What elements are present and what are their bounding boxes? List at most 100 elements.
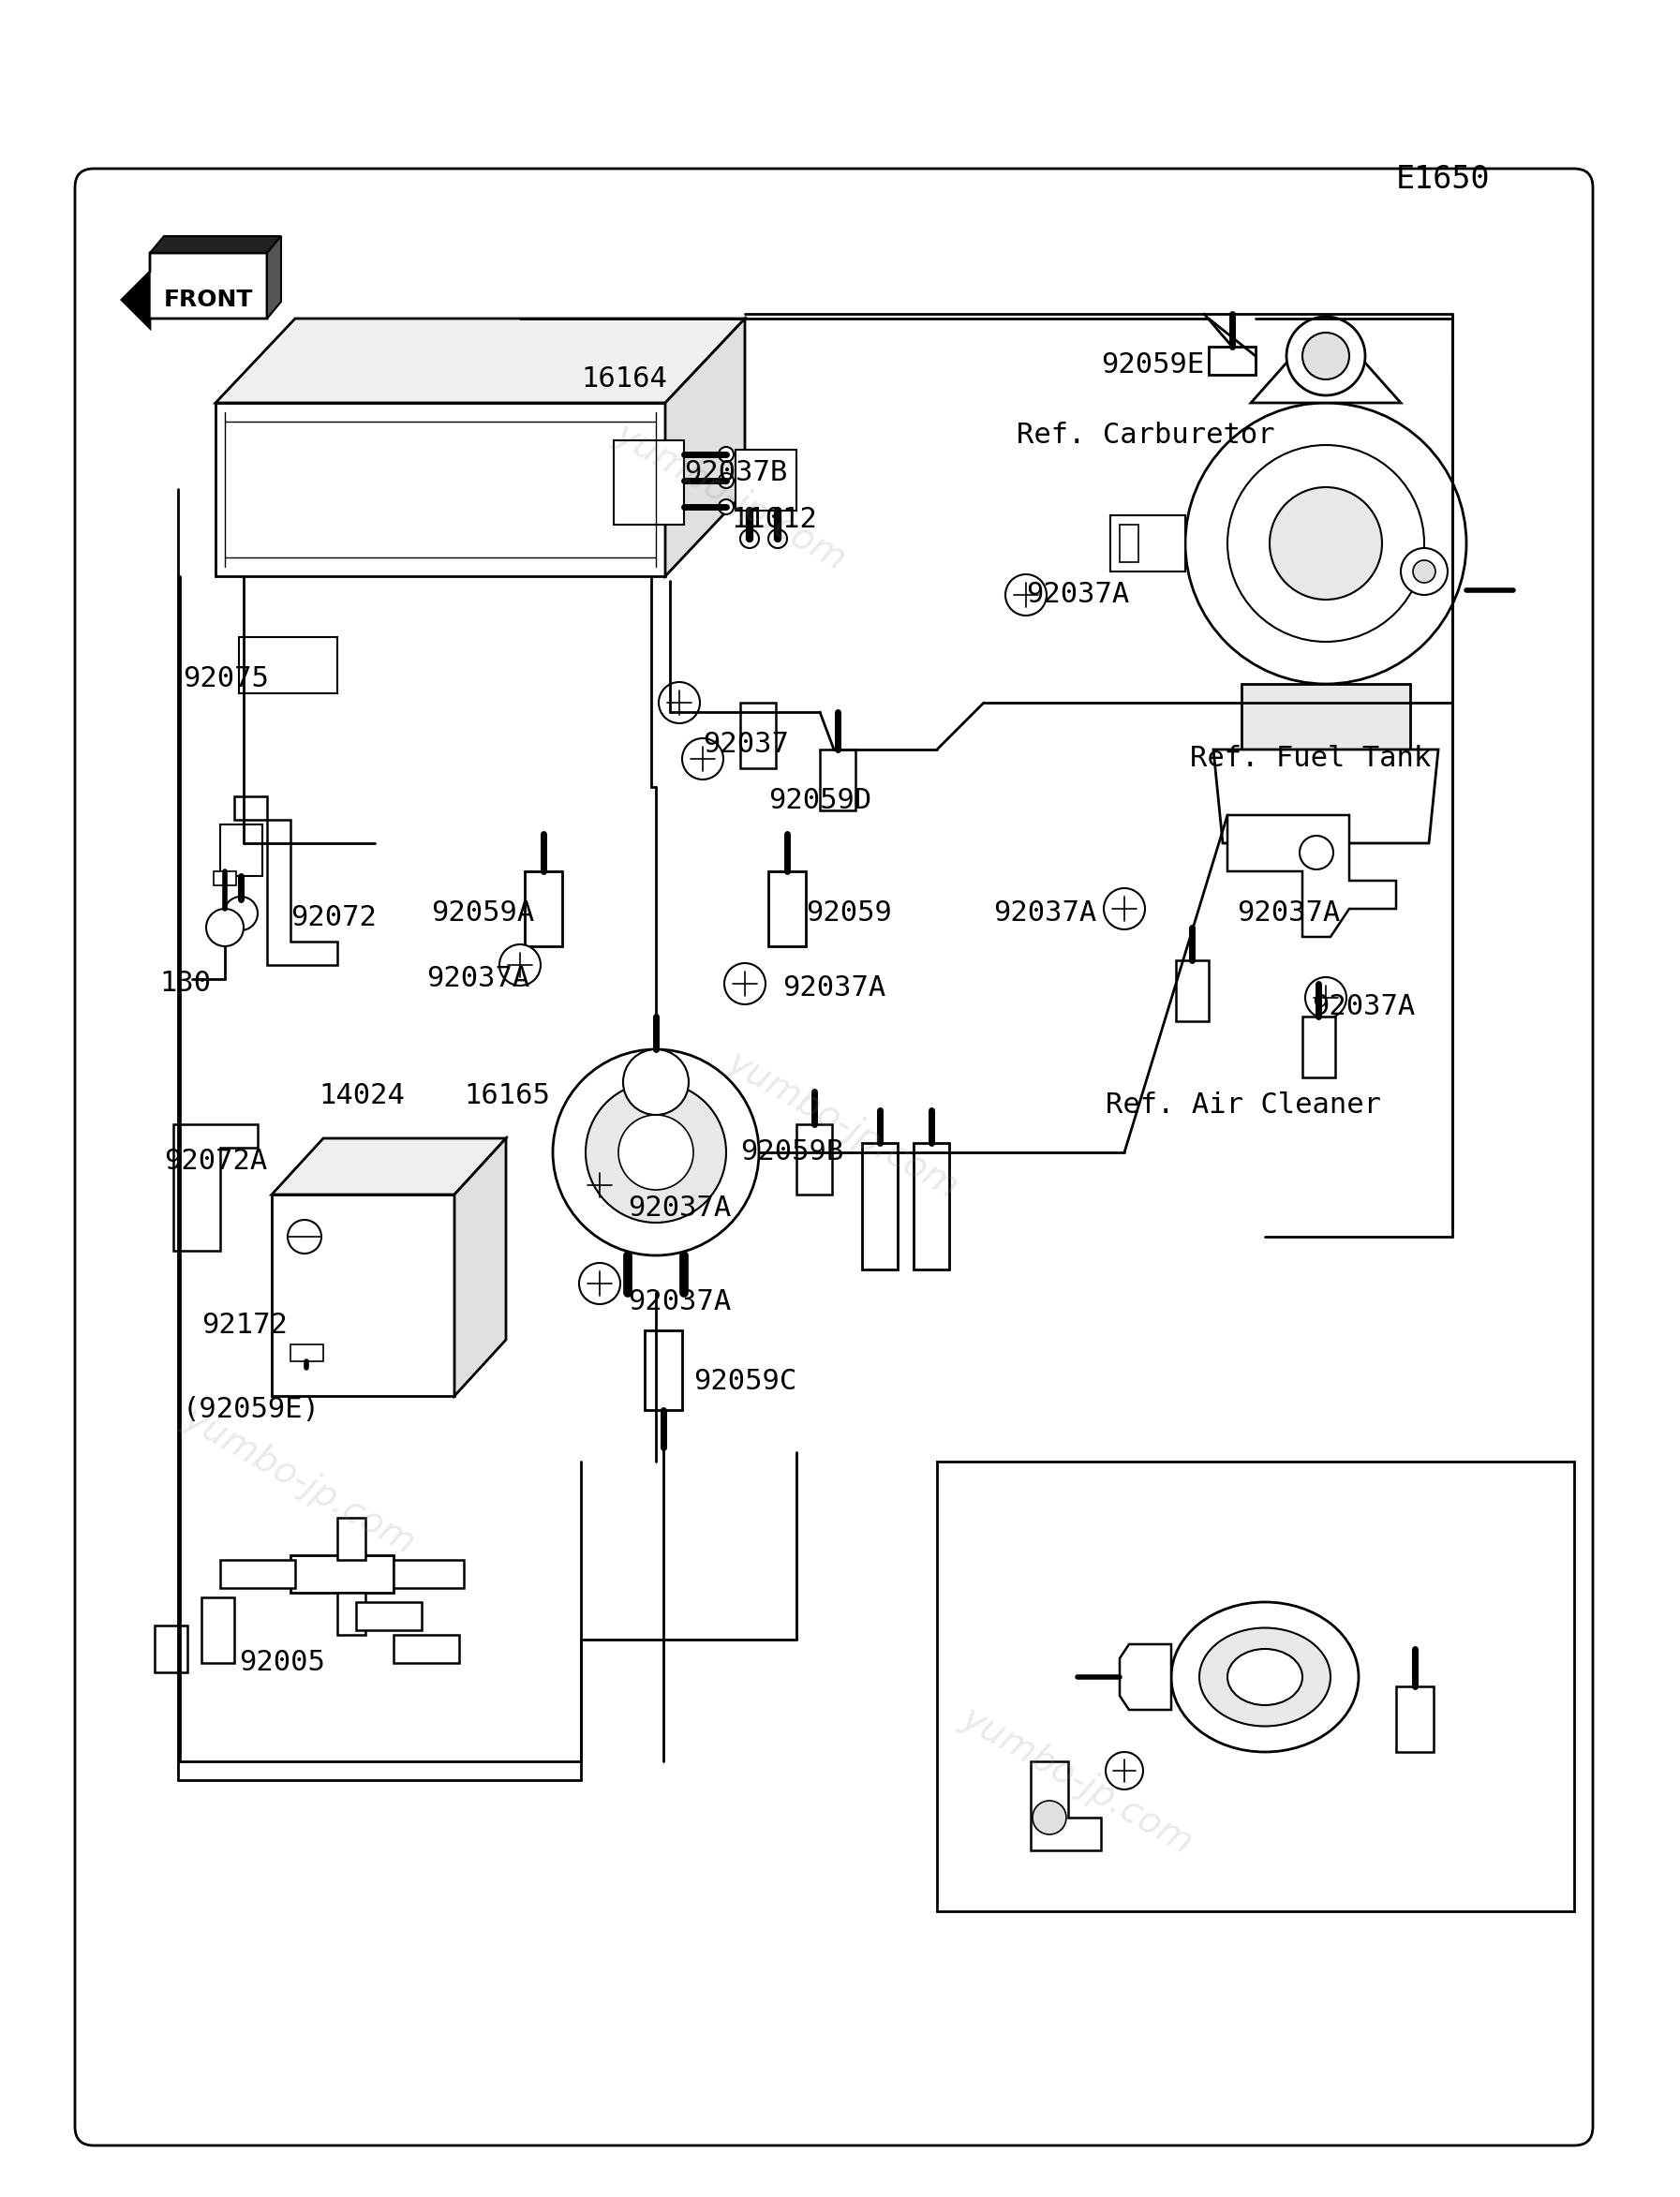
Bar [1176,960,1208,1022]
Bar [220,1560,296,1588]
Text: yumbo-jp.com: yumbo-jp.com [178,1399,422,1560]
Circle shape [1228,446,1425,642]
Text: 92037B: 92037B [684,459,788,486]
Bar [291,1555,393,1593]
Text: 92037A: 92037A [427,964,529,993]
Circle shape [1104,888,1146,929]
Text: Ref. Fuel Tank: Ref. Fuel Tank [1189,745,1431,771]
FancyBboxPatch shape [76,169,1593,2146]
Text: 130: 130 [160,969,212,997]
Text: 92059A: 92059A [432,899,534,927]
Bar [155,1626,188,1672]
Text: (92059E): (92059E) [183,1395,321,1424]
Polygon shape [173,1125,257,1250]
Polygon shape [665,319,744,576]
Circle shape [207,910,244,947]
Polygon shape [1110,516,1186,571]
Text: yumbo-jp.com: yumbo-jp.com [608,415,853,578]
Text: 92037A: 92037A [1026,580,1129,609]
Circle shape [1287,316,1366,395]
Text: yumbo-jp.com: yumbo-jp.com [956,1700,1200,1861]
Text: 92037A: 92037A [1236,899,1341,927]
Circle shape [618,1114,694,1191]
Circle shape [1005,573,1047,615]
Text: Ref. Air Cleaner: Ref. Air Cleaner [1105,1092,1381,1118]
Circle shape [1401,547,1448,595]
Bar [393,1560,464,1588]
Polygon shape [267,235,281,319]
Bar [1302,1017,1336,1077]
Text: 92059C: 92059C [694,1369,796,1395]
Bar [239,637,338,694]
Bar [613,439,684,525]
Text: 92059: 92059 [806,899,892,927]
Bar [736,450,796,510]
Bar [220,824,262,877]
Circle shape [768,529,786,547]
Circle shape [1302,332,1349,380]
Polygon shape [123,272,150,327]
Text: 92072: 92072 [291,905,376,932]
Text: 92172: 92172 [202,1312,287,1338]
Text: 92037: 92037 [702,732,790,758]
Bar [1208,347,1255,376]
Circle shape [682,738,724,780]
Circle shape [1413,560,1435,582]
Bar [356,1602,422,1630]
Text: 14024: 14024 [319,1083,405,1109]
Text: 11012: 11012 [731,505,816,534]
Bar [1119,525,1139,562]
Polygon shape [123,253,267,327]
Text: Ref. Carburetor: Ref. Carburetor [1016,422,1275,448]
Bar [645,1331,682,1410]
Text: 92005: 92005 [239,1650,324,1676]
Circle shape [1105,1751,1142,1788]
Bar [524,872,563,947]
Polygon shape [234,795,338,964]
Bar [272,1195,454,1395]
Text: 16164: 16164 [581,365,667,393]
Text: 92037A: 92037A [993,899,1097,927]
Bar [291,1345,323,1362]
Bar [796,1125,832,1195]
Circle shape [719,472,734,488]
Bar [215,402,665,576]
Circle shape [287,1219,321,1254]
Bar [741,703,776,769]
Circle shape [1305,978,1346,1019]
Circle shape [623,1050,689,1114]
Ellipse shape [1228,1650,1302,1705]
Text: 92037A: 92037A [1312,993,1415,1019]
Bar [937,1461,1574,1911]
Text: 92037A: 92037A [783,973,885,1002]
Circle shape [1186,402,1467,683]
Circle shape [719,499,734,514]
Bar [768,872,806,947]
Bar [1396,1687,1433,1751]
Circle shape [741,529,759,547]
Polygon shape [1030,1762,1100,1850]
Circle shape [499,945,541,986]
Ellipse shape [1171,1602,1359,1751]
Text: 92059D: 92059D [768,787,872,815]
Circle shape [586,1083,726,1224]
Bar [393,1635,459,1663]
Circle shape [724,962,766,1004]
Bar [914,1142,949,1270]
Polygon shape [1252,360,1401,402]
Circle shape [223,896,257,929]
Ellipse shape [1200,1628,1331,1727]
Text: 92059E: 92059E [1100,352,1205,378]
Bar [820,749,855,811]
Text: yumbo-jp.com: yumbo-jp.com [721,1044,966,1204]
Circle shape [719,446,734,461]
Bar [862,1142,897,1270]
Circle shape [580,1164,620,1206]
Circle shape [1033,1802,1067,1834]
Text: E1650: E1650 [1396,165,1490,196]
Circle shape [1300,835,1334,870]
Polygon shape [1119,1643,1171,1709]
Text: 92037A: 92037A [628,1195,731,1222]
Polygon shape [1242,683,1410,749]
Circle shape [580,1263,620,1305]
